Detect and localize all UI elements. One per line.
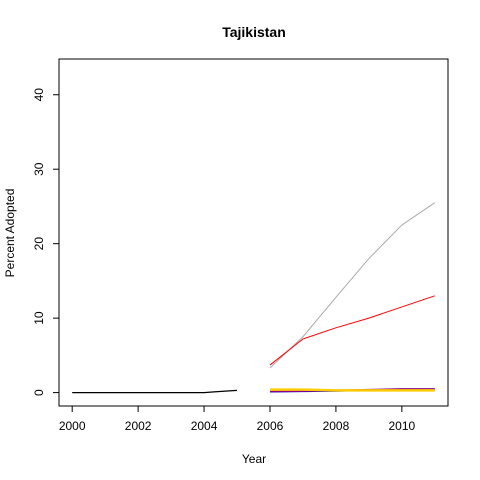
x-axis: 2000 2002 2004 2006 2008 2010 bbox=[59, 405, 416, 433]
y-tick-label: 10 bbox=[32, 311, 46, 325]
y-tick-label: 40 bbox=[32, 88, 46, 102]
y-axis-label: Percent Adopted bbox=[3, 189, 17, 278]
x-tick-label: 2010 bbox=[388, 419, 415, 433]
y-tick-label: 20 bbox=[32, 237, 46, 251]
chart-title: Tajikistan bbox=[222, 24, 286, 40]
series-line-2 bbox=[269, 295, 435, 366]
y-axis: 0 10 20 30 40 bbox=[32, 88, 60, 396]
y-tick-label: 30 bbox=[32, 162, 46, 176]
series-layer bbox=[72, 202, 436, 394]
series-line-1 bbox=[269, 202, 436, 369]
y-tick-label: 0 bbox=[32, 389, 46, 396]
x-tick-label: 2000 bbox=[59, 419, 86, 433]
x-tick-label: 2002 bbox=[125, 419, 152, 433]
x-axis-label: Year bbox=[242, 452, 266, 466]
x-tick-label: 2004 bbox=[191, 419, 218, 433]
x-tick-label: 2006 bbox=[257, 419, 284, 433]
series-line-0 bbox=[72, 389, 238, 394]
series-line-5 bbox=[269, 388, 435, 392]
plot-frame bbox=[58, 58, 449, 407]
x-tick-label: 2008 bbox=[323, 419, 350, 433]
